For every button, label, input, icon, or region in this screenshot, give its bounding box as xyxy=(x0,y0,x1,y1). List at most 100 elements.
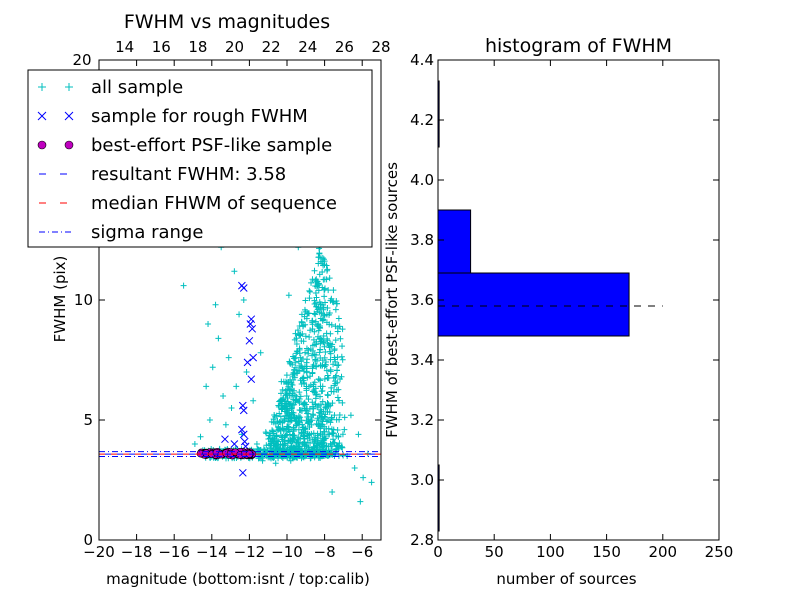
all-sample-point xyxy=(330,436,337,443)
all-sample-point xyxy=(308,421,315,428)
all-sample-point xyxy=(347,412,354,419)
all-sample-point xyxy=(290,369,297,376)
rough-fwhm-point xyxy=(247,375,256,384)
all-sample-point xyxy=(278,378,285,385)
legend-plus-marker xyxy=(65,83,73,91)
all-sample-point xyxy=(303,359,310,366)
left-y-tick-label: 10 xyxy=(74,291,93,309)
all-sample-point xyxy=(321,293,328,300)
all-sample-point xyxy=(333,416,340,423)
all-sample-point xyxy=(287,360,294,367)
right-y-ticks: 2.8 3.0 3.2 3.4 3.6 3.8 4.0 4.2 4.4 xyxy=(410,51,719,549)
all-sample-point xyxy=(298,311,305,318)
all-sample-point xyxy=(293,348,300,355)
all-sample-point xyxy=(320,338,327,345)
all-sample-point xyxy=(329,429,336,436)
all-sample-point xyxy=(313,440,320,447)
all-sample-point xyxy=(278,396,285,403)
legend-label: all sample xyxy=(91,77,183,98)
all-sample-point xyxy=(310,381,317,388)
legend-entry: best-effort PSF-like sample xyxy=(37,135,332,156)
all-sample-point xyxy=(319,317,326,324)
all-sample-point xyxy=(314,448,321,455)
legend-label: median FHWM of sequence xyxy=(91,193,337,214)
all-sample-point xyxy=(286,431,293,438)
all-sample-point xyxy=(341,426,348,433)
rough-fwhm-point xyxy=(249,353,258,362)
right-y-tick-label: 3.2 xyxy=(410,411,434,429)
all-sample-point xyxy=(306,383,313,390)
all-sample-point xyxy=(324,372,331,379)
right-y-tick-label: 3.0 xyxy=(410,471,434,489)
rough-fwhm-point xyxy=(245,336,254,345)
right-y-tick-label: 3.8 xyxy=(410,231,434,249)
all-sample-point xyxy=(250,397,257,404)
all-sample-point xyxy=(296,389,303,396)
all-sample-point xyxy=(336,440,343,447)
all-sample-point xyxy=(296,331,303,338)
all-sample-point xyxy=(306,449,313,456)
legend-label: resultant FWHM: 3.58 xyxy=(91,164,286,185)
right-x-ticks: 0 50 100 150 200 250 xyxy=(433,60,733,561)
top-x-tick-label: 18 xyxy=(188,38,207,56)
all-sample-point xyxy=(311,436,318,443)
all-sample-point xyxy=(282,403,289,410)
histogram-bar xyxy=(437,272,630,337)
all-sample-point xyxy=(324,392,331,399)
all-sample-point xyxy=(328,450,335,457)
all-sample-point xyxy=(266,435,273,442)
all-sample-point xyxy=(277,413,284,420)
all-sample-point xyxy=(278,390,285,397)
legend-label: sigma range xyxy=(91,222,203,243)
all-sample-point xyxy=(209,364,216,371)
rough-fwhm-point xyxy=(248,324,257,333)
all-sample-point xyxy=(326,275,333,282)
right-y-tick-label: 3.6 xyxy=(410,291,434,309)
all-sample-point xyxy=(311,267,318,274)
all-sample-point xyxy=(220,393,227,399)
all-sample-point xyxy=(335,433,342,439)
all-sample-point xyxy=(313,341,320,348)
all-sample-point xyxy=(334,394,341,401)
right-x-tick-label: 50 xyxy=(485,543,504,561)
all-sample-point xyxy=(333,386,340,393)
all-sample-point xyxy=(277,428,284,435)
all-sample-point xyxy=(312,290,319,297)
all-sample-point xyxy=(312,311,319,318)
all-sample-point xyxy=(301,433,308,440)
all-sample-point xyxy=(332,380,339,387)
left-x-tick-label: −20 xyxy=(83,543,115,561)
all-sample-point xyxy=(314,415,321,422)
left-x-tick-label: −12 xyxy=(234,543,266,561)
all-sample-point xyxy=(329,451,336,458)
all-sample-point xyxy=(325,417,332,424)
all-sample-point xyxy=(321,440,328,447)
all-sample-point xyxy=(339,343,346,350)
all-sample-point xyxy=(321,276,328,283)
all-sample-point xyxy=(329,489,336,495)
all-sample-point xyxy=(324,267,331,274)
all-sample-point xyxy=(233,383,240,390)
all-sample-point xyxy=(304,310,311,317)
rough-fwhm-point xyxy=(221,435,229,444)
all-sample-point xyxy=(295,368,302,375)
all-sample-point xyxy=(311,451,318,458)
all-sample-point xyxy=(287,457,294,464)
rough-fwhm-point xyxy=(238,468,247,477)
all-sample-point xyxy=(321,343,328,350)
all-sample-point xyxy=(314,282,321,289)
all-sample-point xyxy=(297,414,304,421)
right-plot-marks xyxy=(437,80,663,532)
right-x-tick-label: 250 xyxy=(705,543,734,561)
all-sample-point xyxy=(330,287,337,294)
all-sample-point xyxy=(273,412,280,419)
all-sample-point xyxy=(324,304,331,311)
all-sample-point xyxy=(236,311,243,318)
right-y-tick-label: 3.4 xyxy=(410,351,434,369)
top-x-tick-label: 24 xyxy=(298,38,317,56)
right-y-tick-label: 4.4 xyxy=(410,51,434,69)
all-sample-point xyxy=(289,381,296,388)
all-sample-point xyxy=(256,454,263,461)
all-sample-point xyxy=(315,287,322,294)
all-sample-point xyxy=(321,376,328,383)
